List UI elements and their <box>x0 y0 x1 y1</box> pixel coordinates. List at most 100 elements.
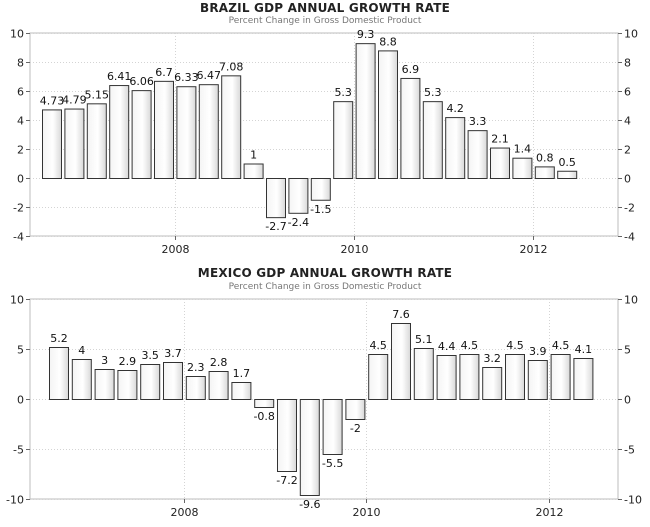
y-tick-label-right: 4 <box>624 115 631 128</box>
bar <box>154 80 174 179</box>
y-tick-label-left: -10 <box>6 494 24 507</box>
chart-subtitle: Percent Change in Gross Domestic Product <box>228 16 422 26</box>
bar <box>482 367 503 400</box>
y-tick-label-left: 4 <box>17 115 24 128</box>
bar <box>185 376 206 400</box>
y-tick-label-left: 5 <box>17 344 24 357</box>
data-label: -2 <box>350 422 361 435</box>
bar <box>71 359 92 400</box>
bar <box>221 75 242 179</box>
bar <box>310 178 331 201</box>
data-label: 6.41 <box>107 70 132 83</box>
data-label: 4.5 <box>552 339 570 352</box>
bar <box>345 399 366 420</box>
bar <box>534 166 555 179</box>
data-label: 7.08 <box>219 60 244 73</box>
bar <box>277 399 297 472</box>
bar <box>140 364 161 400</box>
data-label: 7.6 <box>392 308 410 321</box>
data-label: 1.7 <box>233 367 251 380</box>
y-tick-label-right: 0 <box>624 173 631 186</box>
bar <box>436 355 457 400</box>
y-tick-label-right: 8 <box>624 57 631 70</box>
data-label: 2.3 <box>187 361 205 374</box>
y-tick-label-left: -2 <box>13 202 24 215</box>
y-tick-label-right: 10 <box>624 294 638 307</box>
data-label: 6.47 <box>197 69 222 82</box>
bar <box>557 170 578 179</box>
bar <box>208 371 229 400</box>
data-label: 6.33 <box>174 71 199 84</box>
data-label: 6.06 <box>129 75 154 88</box>
bar <box>400 77 421 179</box>
bar <box>288 178 309 214</box>
data-label: 6.9 <box>402 63 420 76</box>
data-label: -9.6 <box>299 498 320 511</box>
data-label: 0.5 <box>558 156 576 169</box>
y-tick-label-right: 5 <box>624 344 631 357</box>
data-label: 8.8 <box>379 35 397 48</box>
data-label: 2.1 <box>491 133 509 146</box>
data-label: 9.3 <box>357 28 375 41</box>
chart-subtitle: Percent Change in Gross Domestic Product <box>228 282 422 292</box>
y-tick-label-right: -10 <box>624 494 642 507</box>
bar <box>505 354 525 400</box>
y-tick-label-right: -5 <box>624 444 635 457</box>
data-label: 1 <box>250 149 257 162</box>
bar <box>109 85 130 179</box>
bar <box>231 382 252 400</box>
data-label: -2.4 <box>288 216 309 229</box>
bar <box>86 103 107 179</box>
bar <box>550 354 571 400</box>
data-label: 2.9 <box>119 355 137 368</box>
data-label: 4.73 <box>40 94 65 107</box>
y-tick-label-left: 6 <box>17 86 24 99</box>
y-tick-label-left: -4 <box>13 231 24 244</box>
x-tick-label: 2008 <box>162 243 190 256</box>
y-tick-label-right: -2 <box>624 202 635 215</box>
y-tick-label-right: 2 <box>624 144 631 157</box>
bar <box>573 358 594 400</box>
data-label: 4.4 <box>438 340 456 353</box>
bar <box>117 370 138 400</box>
data-label: 4.2 <box>446 102 464 115</box>
y-tick-label-left: -5 <box>13 444 24 457</box>
bar <box>254 399 275 408</box>
bar <box>445 117 466 179</box>
data-label: 4.5 <box>506 339 524 352</box>
data-label: 2.8 <box>210 356 228 369</box>
data-label: 5.15 <box>85 88 110 101</box>
bar <box>527 360 548 400</box>
bar <box>355 43 376 180</box>
data-label: 5.3 <box>334 86 352 99</box>
x-tick-label: 2012 <box>536 506 564 519</box>
bar <box>467 130 488 179</box>
bar <box>266 178 286 219</box>
data-label: 3.7 <box>164 347 182 360</box>
y-tick-label-left: 10 <box>10 28 24 41</box>
y-tick-label-right: 6 <box>624 86 631 99</box>
bar <box>322 399 343 455</box>
bar <box>176 86 197 179</box>
bar <box>422 101 443 179</box>
data-label: 3.5 <box>141 349 159 362</box>
data-label: 5.3 <box>424 86 442 99</box>
data-label: 3.2 <box>483 352 501 365</box>
y-tick-label-left: 0 <box>17 173 24 186</box>
data-label: 4.5 <box>369 339 387 352</box>
x-tick-label: 2008 <box>171 506 199 519</box>
x-tick-label: 2010 <box>341 243 369 256</box>
bar <box>490 147 510 180</box>
y-tick-label-left: 0 <box>17 394 24 407</box>
y-tick-label-right: 10 <box>624 28 638 41</box>
bar <box>512 157 533 179</box>
bar <box>198 84 219 179</box>
brazil-chart: BRAZIL GDP ANNUAL GROWTH RATE Percent Ch… <box>0 0 650 262</box>
y-tick-label-right: 0 <box>624 394 631 407</box>
data-label: 3.3 <box>469 115 487 128</box>
bar <box>368 354 389 400</box>
data-label: -0.8 <box>253 410 274 423</box>
